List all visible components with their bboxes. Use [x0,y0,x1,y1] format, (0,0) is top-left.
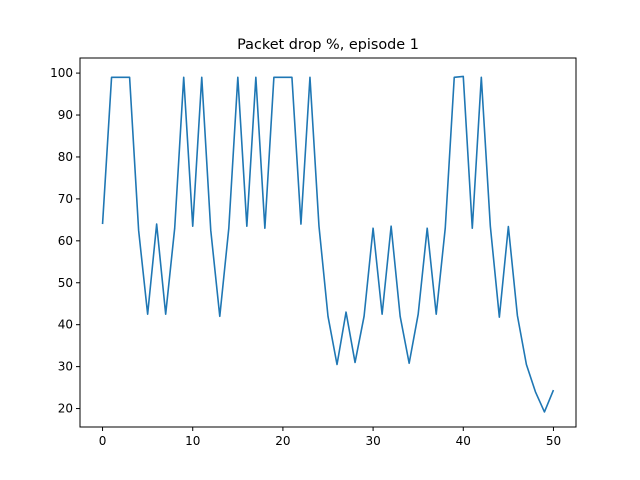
series-line [101,75,555,413]
y-tick-label: 50 [58,276,73,290]
y-tick-label: 20 [58,402,73,416]
y-tick-label: 70 [58,192,73,206]
x-axis: 0 10 20 30 40 50 [99,427,561,448]
plot-frame [79,57,577,428]
x-tick-label: 10 [185,434,200,448]
y-tick-label: 40 [58,318,73,332]
x-tick-label: 0 [99,434,107,448]
chart-title: Packet drop %, episode 1 [237,37,419,53]
series-layer [101,75,555,413]
y-tick-label: 90 [58,108,73,122]
y-tick-label: 30 [58,360,73,374]
x-tick-label: 20 [275,434,290,448]
x-tick-label: 40 [456,434,471,448]
x-tick-label: 50 [546,434,561,448]
y-tick-label: 80 [58,150,73,164]
y-tick-label: 100 [50,66,73,80]
y-tick-label: 60 [58,234,73,248]
y-axis: 20 30 40 50 60 70 80 90 100 [50,66,80,416]
x-tick-label: 30 [365,434,380,448]
